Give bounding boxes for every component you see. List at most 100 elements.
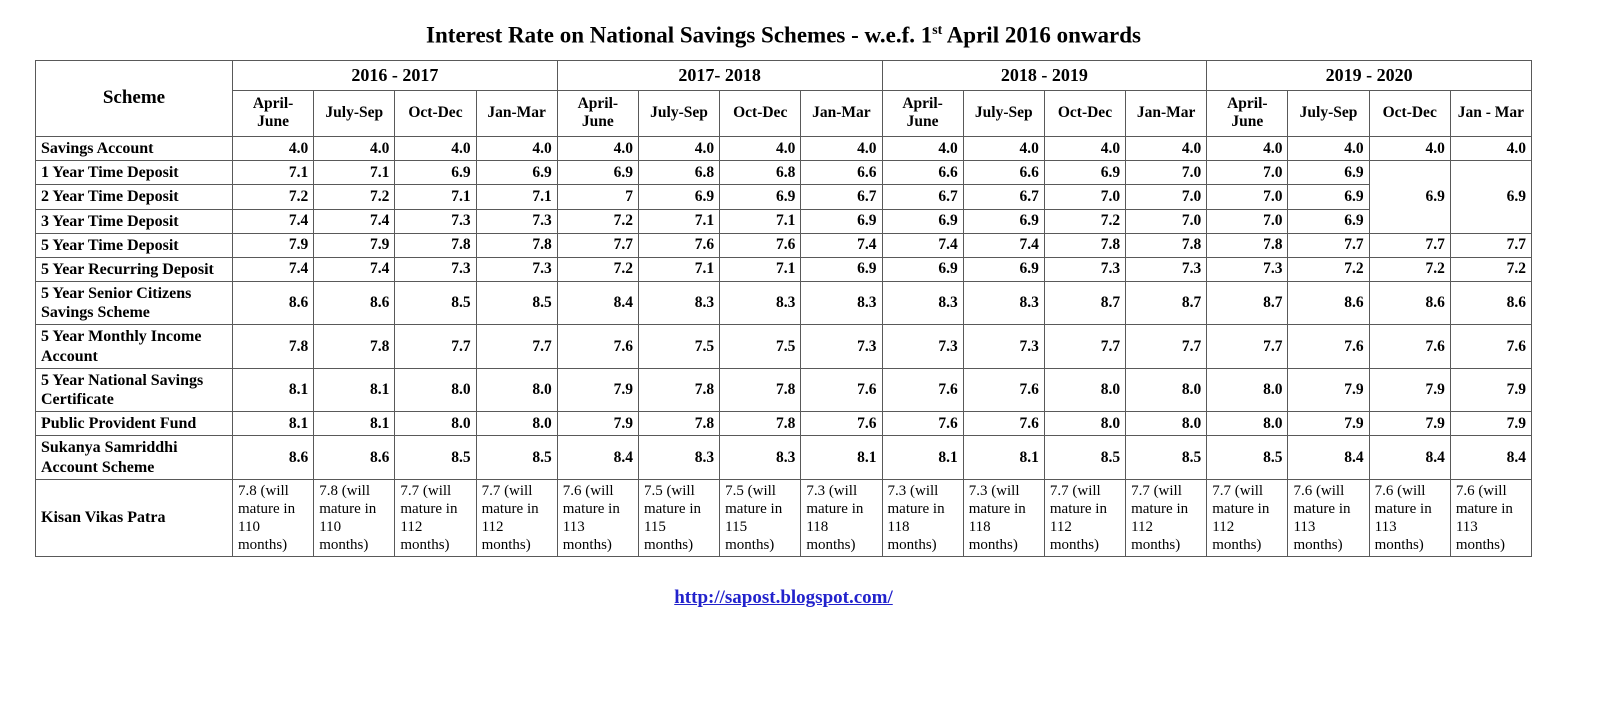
rate-cell: 4.0 xyxy=(556,135,639,162)
rate-cell: 7.2 xyxy=(231,184,315,210)
scheme-name: Public Provident Fund xyxy=(35,411,233,437)
rate-cell: 6.9 xyxy=(962,208,1045,234)
rate-cell: 4.0 xyxy=(962,135,1045,162)
rate-cell: 8.4 xyxy=(1368,435,1451,480)
rate-cell: 8.6 xyxy=(313,281,396,326)
quarter-header: April-June xyxy=(1206,89,1289,137)
kvp-rate-cell: 7.8 (will mature in 110 months) xyxy=(231,478,315,557)
quarter-header-row: April-June July-Sep Oct-Dec Jan-Mar April-Ju… xyxy=(36,89,1533,137)
rate-cell: 7.6 xyxy=(800,367,883,413)
year-group-header: 2016 - 2017 xyxy=(232,59,558,91)
rate-cell: 8.5 xyxy=(394,281,477,326)
scheme-name: 1 Year Time Deposit xyxy=(35,160,233,186)
rate-cell: 7.3 xyxy=(962,324,1045,369)
table-body: Savings Account 4.0 4.0 4.0 4.0 4.0 4.0 4.0 4.0 4… xyxy=(35,135,1533,557)
rate-cell: 8.0 xyxy=(1206,367,1289,413)
rate-cell: 7.1 xyxy=(313,160,396,186)
quarter-header: Jan-Mar xyxy=(475,89,558,137)
rate-cell: 7.1 xyxy=(637,208,721,234)
scheme-name: 5 Year National Savings Certificate xyxy=(35,367,233,413)
quarter-header: Oct-Dec xyxy=(394,89,477,137)
rate-cell: 8.4 xyxy=(1287,435,1370,480)
rate-cell: 7.9 xyxy=(1287,411,1370,437)
rate-cell: 7.9 xyxy=(1287,367,1370,413)
rate-cell: 7.7 xyxy=(475,324,558,369)
rate-cell: 6.9 xyxy=(881,256,964,283)
quarter-header: Oct-Dec xyxy=(719,89,802,137)
rate-cell: 7.6 xyxy=(1449,324,1533,369)
scheme-name: 5 Year Senior Citizens Savings Scheme xyxy=(35,281,233,326)
rate-cell: 4.0 xyxy=(1043,135,1127,162)
rate-cell: 7.7 xyxy=(1287,232,1370,258)
rate-cell: 7.7 xyxy=(556,232,639,258)
rate-cell: 8.0 xyxy=(475,411,558,437)
rate-cell: 7.0 xyxy=(1206,160,1289,186)
rate-cell: 7.3 xyxy=(394,256,477,283)
scheme-name: Savings Account xyxy=(35,135,233,162)
rate-cell: 7.9 xyxy=(1368,367,1451,413)
year-group-header: 2019 - 2020 xyxy=(1206,59,1532,91)
rate-cell: 6.9 xyxy=(556,160,639,186)
rate-cell: 7.0 xyxy=(1206,184,1289,210)
rate-cell: 7.9 xyxy=(1449,411,1533,437)
rate-cell: 6.9 xyxy=(962,256,1045,283)
rate-cell: 8.0 xyxy=(1125,411,1208,437)
rate-cell: 7.4 xyxy=(313,256,396,283)
blog-link[interactable]: http://sapost.blogspot.com/ xyxy=(674,586,893,608)
rate-cell: 4.0 xyxy=(313,135,396,162)
rate-cell: 7.0 xyxy=(1043,184,1127,210)
table-row: 5 Year National Savings Certificate 8.1 8.… xyxy=(35,367,1533,413)
kvp-rate-cell: 7.6 (will mature in 113 months) xyxy=(1287,478,1370,557)
table-row: 5 Year Senior Citizens Savings Scheme 8.6… xyxy=(35,281,1533,326)
rate-cell: 7.2 xyxy=(1449,256,1533,283)
rate-cell: 7.9 xyxy=(1368,411,1451,437)
kvp-rate-cell: 7.7 (will mature in 112 months) xyxy=(1206,478,1289,557)
rate-cell: 8.6 xyxy=(1449,281,1533,326)
rate-cell: 7.3 xyxy=(800,324,883,369)
interest-rates-table: Scheme 2016 - 2017 2017- 2018 2018 - 2019 2… xyxy=(35,59,1533,557)
rate-cell: 8.5 xyxy=(1125,435,1208,480)
page-title: Interest Rate on National Savings Scheme… xyxy=(35,22,1532,48)
scheme-name: Sukanya Samriddhi Account Scheme xyxy=(35,435,233,480)
rate-cell: 7.5 xyxy=(719,324,802,369)
table-row: 5 Year Recurring Deposit 7.4 7.4 7.3 7.3 7.2 7… xyxy=(35,256,1533,283)
rate-cell: 7.9 xyxy=(1449,367,1533,413)
rate-cell: 4.0 xyxy=(637,135,721,162)
quarter-header: July-Sep xyxy=(1287,89,1370,137)
kvp-rate-cell: 7.3 (will mature in 118 months) xyxy=(881,478,964,557)
quarter-header: April-June xyxy=(556,89,639,137)
rate-cell: 7.6 xyxy=(719,232,802,258)
rate-cell: 7.3 xyxy=(475,208,558,234)
rate-cell: 8.1 xyxy=(313,367,396,413)
rate-cell: 7.1 xyxy=(475,184,558,210)
year-group-header: 2018 - 2019 xyxy=(881,59,1208,91)
table-row: Public Provident Fund 8.1 8.1 8.0 8.0 7.9 7.8 7… xyxy=(35,411,1533,437)
quarter-header: April-June xyxy=(881,89,964,137)
rate-cell: 8.1 xyxy=(800,435,883,480)
rate-cell: 8.3 xyxy=(719,435,802,480)
rate-cell: 7.6 xyxy=(1287,324,1370,369)
rate-cell: 8.1 xyxy=(313,411,396,437)
rate-cell: 7.2 xyxy=(1043,208,1127,234)
rate-cell: 7.0 xyxy=(1125,160,1208,186)
rate-cell: 7.1 xyxy=(719,208,802,234)
rate-cell: 6.9 xyxy=(800,256,883,283)
rate-cell: 7.1 xyxy=(394,184,477,210)
rate-cell: 8.7 xyxy=(1206,281,1289,326)
kvp-rate-cell: 7.8 (will mature in 110 months) xyxy=(313,478,396,557)
rate-cell: 8.4 xyxy=(556,435,639,480)
rate-cell: 8.7 xyxy=(1043,281,1127,326)
rate-cell: 6.7 xyxy=(881,184,964,210)
rate-cell: 8.0 xyxy=(1043,367,1127,413)
rate-cell: 7 xyxy=(556,184,639,210)
scheme-name: 5 Year Recurring Deposit xyxy=(35,256,233,283)
rate-cell: 6.9 xyxy=(637,184,721,210)
rate-cell: 8.0 xyxy=(1125,367,1208,413)
rate-cell: 7.6 xyxy=(962,367,1045,413)
rate-cell: 7.0 xyxy=(1125,184,1208,210)
rate-cell: 6.7 xyxy=(962,184,1045,210)
rate-cell: 7.8 xyxy=(313,324,396,369)
rate-cell: 8.3 xyxy=(800,281,883,326)
rate-cell: 7.1 xyxy=(231,160,315,186)
rate-cell: 8.4 xyxy=(556,281,639,326)
